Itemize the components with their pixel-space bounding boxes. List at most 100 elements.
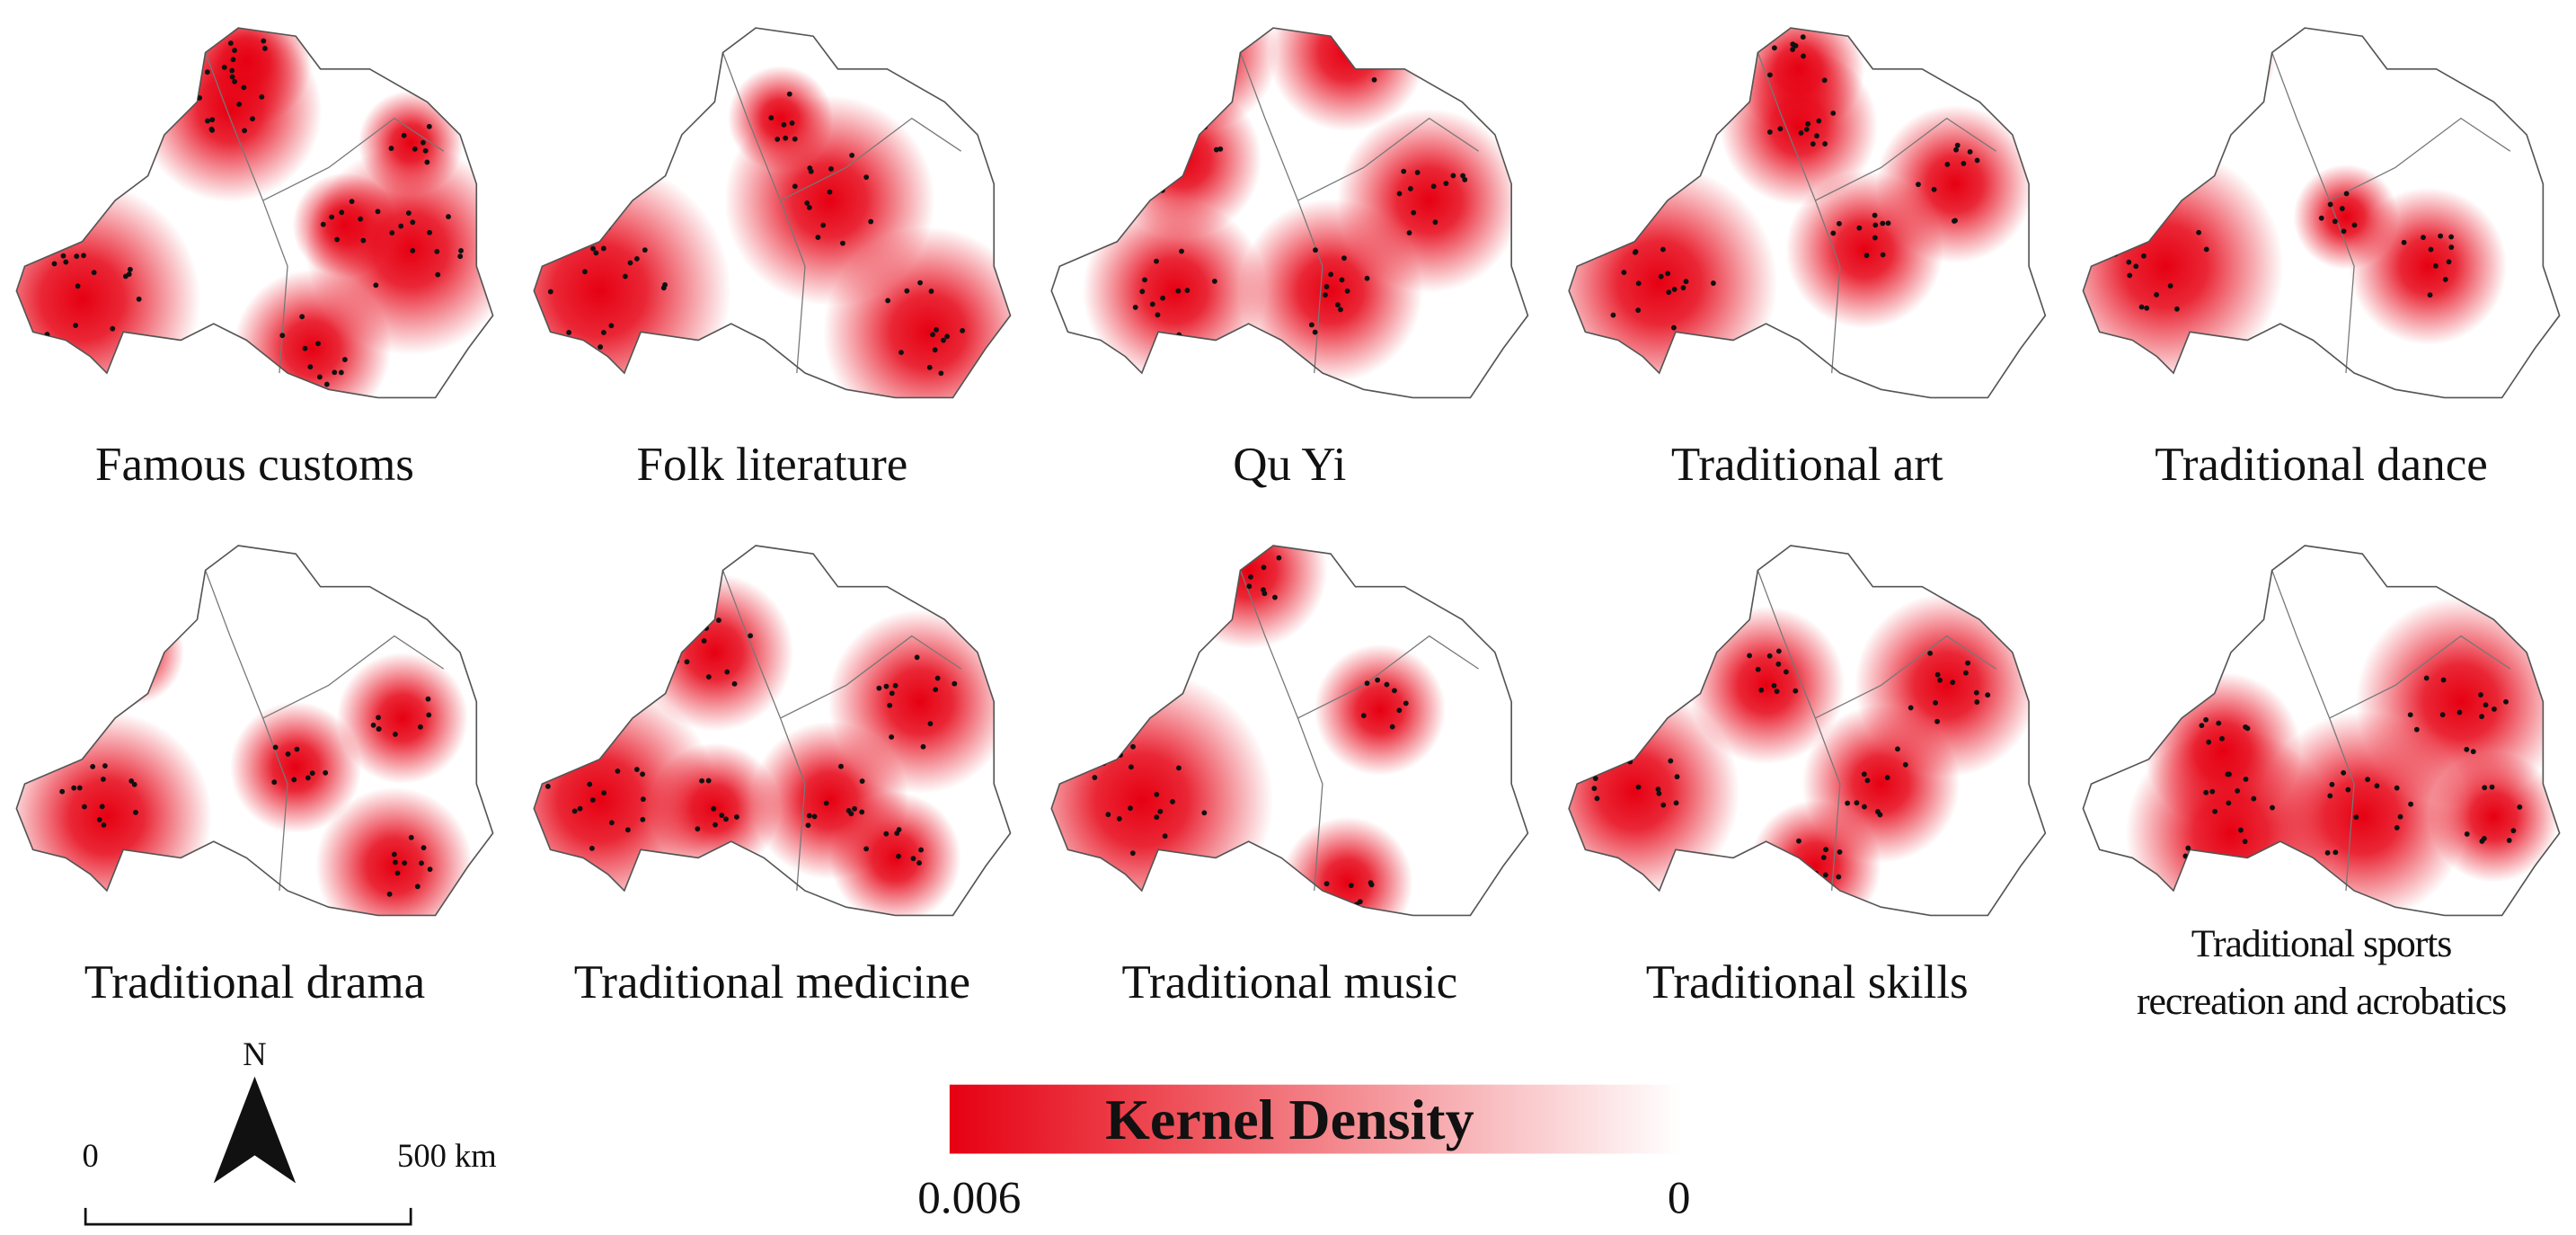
site-point [1985, 692, 1991, 698]
site-point [1116, 816, 1122, 822]
site-point [1323, 292, 1328, 298]
site-point [723, 816, 729, 822]
site-point [1680, 285, 1686, 291]
site-point [1338, 307, 1343, 313]
site-point [2394, 825, 2400, 831]
site-point [1211, 278, 1217, 284]
map-panel: Qu Yi [1050, 18, 1529, 491]
site-point [941, 337, 946, 343]
density-hotspot [1238, 199, 1423, 384]
site-point [1885, 220, 1891, 227]
site-point [329, 214, 335, 220]
site-point [1414, 170, 1421, 175]
site-point [1902, 761, 1908, 768]
site-point [1335, 28, 1341, 32]
site-point [302, 345, 308, 351]
site-point [883, 683, 890, 689]
site-point [2223, 63, 2229, 69]
site-point [695, 826, 701, 832]
site-point [82, 804, 87, 810]
site-point [51, 261, 58, 267]
site-point [600, 245, 606, 252]
site-point [2343, 191, 2350, 197]
site-point [1790, 47, 1796, 53]
site-point [426, 712, 432, 718]
site-point [868, 218, 874, 225]
panel-title: Traditional sports [2191, 922, 2451, 965]
site-point [1246, 583, 1253, 590]
site-point [840, 240, 845, 246]
site-point [1201, 810, 1208, 816]
site-point [1790, 41, 1796, 48]
site-point [1142, 277, 1147, 283]
site-point [2481, 836, 2487, 841]
site-point [574, 748, 580, 754]
site-point [1173, 28, 1180, 34]
site-points [2182, 675, 2523, 873]
site-point [1783, 669, 1789, 675]
site-point [418, 724, 423, 730]
north-label: N [243, 1035, 266, 1072]
site-point [1164, 129, 1170, 136]
site-point [1403, 700, 1409, 706]
site-point [1348, 883, 1354, 889]
site-point [1916, 182, 1921, 188]
site-point [1766, 653, 1773, 659]
site-point [110, 640, 116, 646]
site-point [804, 200, 810, 206]
site-point [1803, 126, 1810, 132]
site-point [1160, 295, 1166, 301]
site-point [547, 289, 553, 295]
site-point [775, 136, 781, 142]
map-panel: Folk literature [533, 27, 1012, 491]
site-point [227, 40, 234, 46]
site-point [209, 128, 216, 133]
site-point [405, 210, 412, 216]
site-point [2327, 793, 2333, 799]
inner-boundary [721, 570, 962, 892]
site-point [1308, 322, 1315, 328]
site-point [577, 805, 583, 812]
site-point [1162, 833, 1168, 840]
site-point [587, 781, 593, 787]
density-hotspot [230, 701, 362, 833]
site-point [768, 115, 775, 121]
site-point [1364, 680, 1370, 687]
site-point [2345, 786, 2351, 793]
site-point [232, 48, 237, 53]
site-point [323, 381, 330, 387]
site-point [435, 271, 441, 278]
site-point [2440, 677, 2447, 683]
site-point [305, 775, 311, 781]
site-point [299, 314, 305, 320]
site-point [1349, 38, 1355, 44]
site-point [2212, 63, 2218, 69]
site-point [2438, 233, 2444, 239]
site-point [2339, 206, 2345, 211]
site-point [2489, 784, 2495, 790]
site-point [259, 93, 265, 100]
site-point [2394, 785, 2400, 791]
site-point [590, 245, 596, 252]
site-point [838, 763, 844, 769]
panel-title: Folk literature [636, 439, 907, 491]
site-point [1872, 222, 1879, 228]
site-point [589, 797, 596, 803]
site-point [2332, 218, 2338, 225]
scale-line [84, 1207, 412, 1226]
site-point [1157, 808, 1164, 814]
site-point [1187, 18, 1192, 23]
site-point [291, 777, 297, 783]
density-hotspot [78, 600, 184, 706]
site-point [1401, 168, 1407, 174]
site-point [63, 259, 69, 265]
site-point [358, 216, 364, 222]
site-point [2208, 67, 2214, 74]
density-hotspot [1314, 644, 1447, 776]
site-point [633, 256, 640, 262]
site-point [2407, 712, 2413, 718]
site-point [932, 347, 938, 353]
site-point [349, 199, 355, 205]
site-point [1368, 880, 1374, 886]
site-point [2423, 675, 2430, 681]
